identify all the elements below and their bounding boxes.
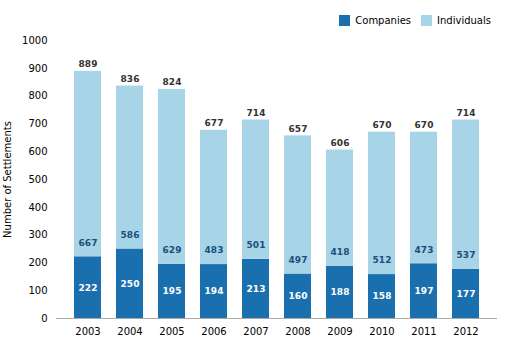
svg-text:606: 606 xyxy=(331,138,350,148)
html-text:Individuals: Individuals xyxy=(437,15,491,26)
svg-text:160: 160 xyxy=(289,291,308,301)
svg-text:2010: 2010 xyxy=(369,326,394,337)
svg-text:714: 714 xyxy=(457,108,476,118)
svg-text:586: 586 xyxy=(121,230,140,240)
svg-text:714: 714 xyxy=(247,108,266,118)
svg-text:194: 194 xyxy=(205,286,224,296)
svg-text:195: 195 xyxy=(163,286,182,296)
svg-text:222: 222 xyxy=(79,283,98,293)
svg-text:629: 629 xyxy=(163,245,182,255)
svg-text:0: 0 xyxy=(41,313,47,324)
svg-text:197: 197 xyxy=(415,286,434,296)
svg-text:213: 213 xyxy=(247,284,266,294)
svg-text:2006: 2006 xyxy=(201,326,226,337)
svg-text:900: 900 xyxy=(28,63,47,74)
svg-text:500: 500 xyxy=(28,174,47,185)
svg-text:657: 657 xyxy=(289,124,308,134)
svg-text:250: 250 xyxy=(121,279,140,289)
svg-text:200: 200 xyxy=(28,257,47,268)
svg-text:400: 400 xyxy=(28,202,47,213)
svg-text:700: 700 xyxy=(28,118,47,129)
svg-text:512: 512 xyxy=(373,255,392,265)
svg-text:2005: 2005 xyxy=(159,326,184,337)
svg-text:667: 667 xyxy=(79,238,98,248)
svg-text:473: 473 xyxy=(415,245,434,255)
svg-text:889: 889 xyxy=(79,59,98,69)
svg-text:2003: 2003 xyxy=(75,326,100,337)
svg-text:158: 158 xyxy=(373,291,392,301)
svg-text:800: 800 xyxy=(28,90,47,101)
svg-text:1000: 1000 xyxy=(22,35,47,46)
svg-text:497: 497 xyxy=(289,255,308,265)
svg-text:836: 836 xyxy=(121,74,140,84)
svg-text:177: 177 xyxy=(457,289,476,299)
svg-text:501: 501 xyxy=(247,240,266,250)
svg-text:300: 300 xyxy=(28,229,47,240)
svg-text:2009: 2009 xyxy=(327,326,352,337)
svg-text:100: 100 xyxy=(28,285,47,296)
svg-text:188: 188 xyxy=(331,287,350,297)
svg-text:600: 600 xyxy=(28,146,47,157)
html-text:Companies: Companies xyxy=(355,15,412,26)
svg-text:2007: 2007 xyxy=(243,326,268,337)
svg-text:2011: 2011 xyxy=(411,326,436,337)
svg-text:Number of Settlements: Number of Settlements xyxy=(2,121,13,238)
svg-text:2012: 2012 xyxy=(453,326,478,337)
svg-text:2004: 2004 xyxy=(117,326,142,337)
svg-text:418: 418 xyxy=(331,247,350,257)
svg-text:670: 670 xyxy=(415,120,434,130)
svg-text:824: 824 xyxy=(163,77,182,87)
svg-text:677: 677 xyxy=(205,118,224,128)
svg-text:483: 483 xyxy=(205,245,224,255)
svg-text:670: 670 xyxy=(373,120,392,130)
svg-text:2008: 2008 xyxy=(285,326,310,337)
svg-text:537: 537 xyxy=(457,250,476,260)
